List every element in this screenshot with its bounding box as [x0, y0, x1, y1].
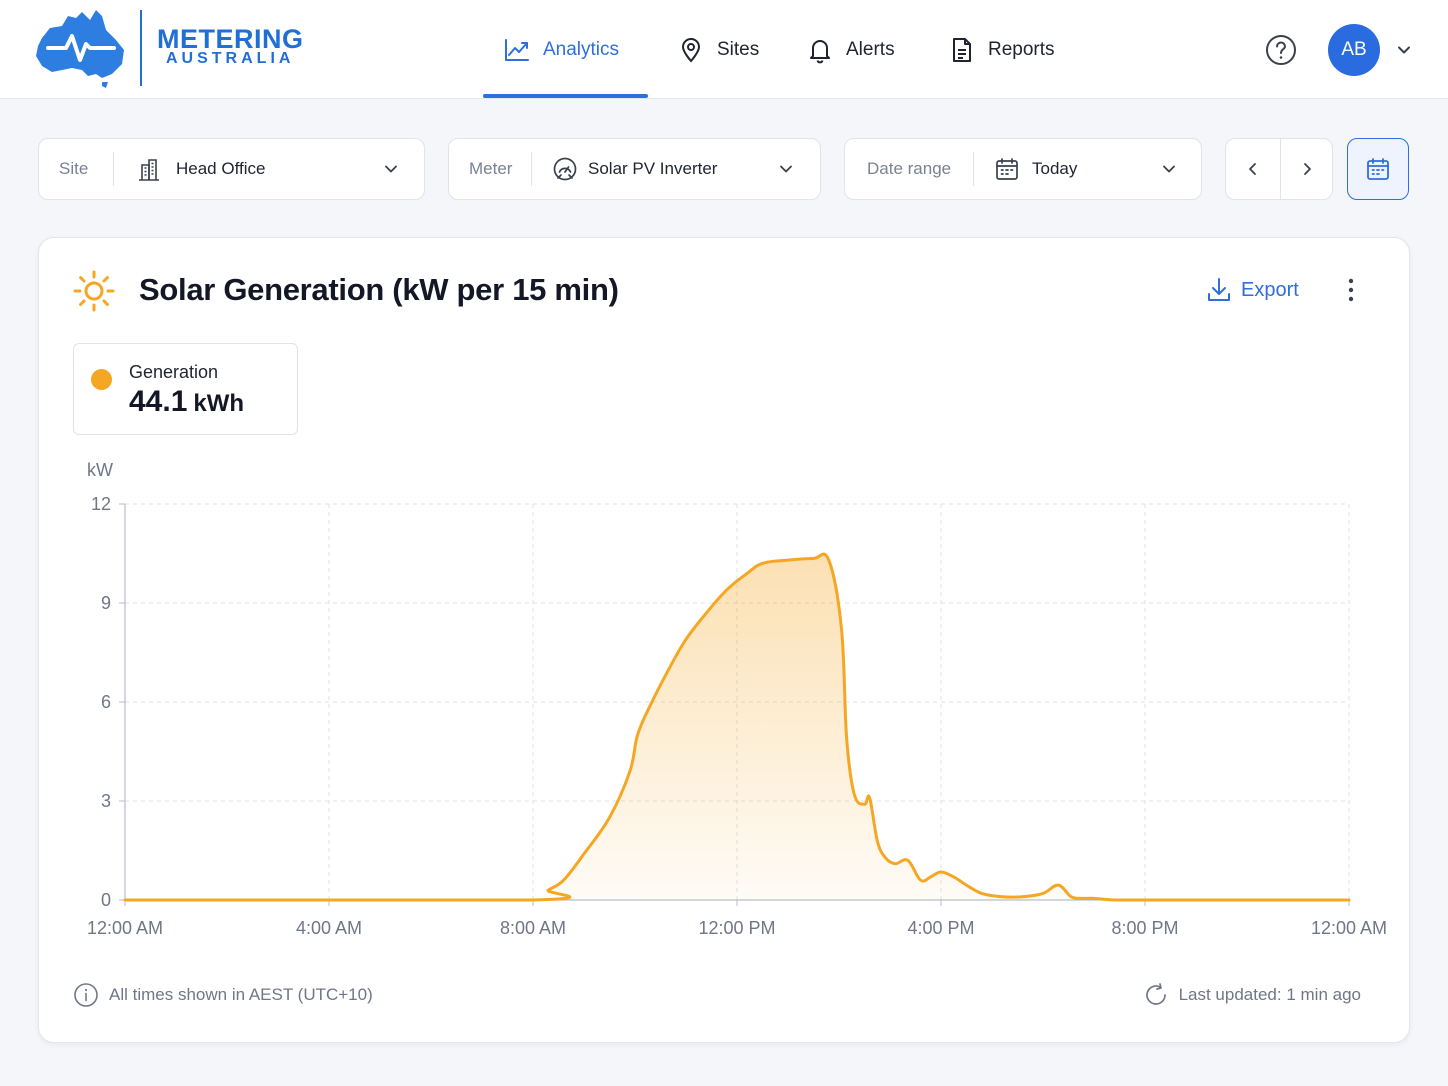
- x-tick-label: 8:00 AM: [500, 918, 566, 938]
- export-label: Export: [1241, 278, 1299, 301]
- nav-analytics-label: Analytics: [543, 38, 620, 60]
- filter-divider: [973, 152, 974, 186]
- meter-gauge-icon: [553, 157, 577, 181]
- y-tick-label: 6: [101, 692, 111, 712]
- building-icon: [139, 159, 159, 181]
- brand-subtitle: AUSTRALIA: [166, 50, 295, 67]
- legend-total-value: 44.1: [129, 385, 188, 418]
- pager-divider: [1280, 139, 1281, 199]
- timezone-note-text: All times shown in AEST (UTC+10): [109, 985, 373, 1004]
- date-range-select[interactable]: Date range Today: [844, 138, 1202, 200]
- site-select-value: Head Office: [176, 159, 266, 178]
- x-tick-label: 8:00 PM: [1111, 918, 1178, 938]
- chevron-down-icon: [780, 165, 792, 173]
- filter-divider: [531, 152, 532, 186]
- series-color-dot: [91, 369, 112, 390]
- logo-divider: [140, 10, 142, 86]
- nav-analytics[interactable]: Analytics: [503, 0, 619, 99]
- chevron-down-icon: [385, 165, 397, 173]
- nav-sites-label: Sites: [717, 38, 760, 60]
- nav-alerts[interactable]: Alerts: [806, 0, 895, 99]
- top-header: METERING AUSTRALIA Analytics Sites Alert…: [0, 0, 1448, 99]
- y-axis-label: kW: [87, 460, 113, 480]
- calendar-picker-button[interactable]: [1347, 138, 1409, 200]
- legend-total-unit: kWh: [193, 390, 245, 417]
- calendar-icon: [996, 158, 1018, 180]
- chevron-left-icon: [1249, 163, 1256, 175]
- active-tab-indicator: [483, 94, 648, 98]
- trend-chart-icon: [505, 38, 529, 61]
- legend-series-name: Generation: [129, 362, 219, 382]
- info-icon: [74, 983, 98, 1007]
- previous-day-button[interactable]: [1226, 139, 1280, 199]
- date-range-value: Today: [1032, 159, 1078, 178]
- site-select-label: Site: [59, 159, 89, 178]
- bell-icon: [810, 39, 830, 63]
- export-button[interactable]: Export: [1205, 276, 1299, 304]
- filter-divider: [113, 152, 114, 186]
- site-select[interactable]: Site Head Office: [38, 138, 425, 200]
- refresh-icon[interactable]: [1143, 982, 1169, 1008]
- generation-area-fill: [125, 553, 1349, 900]
- y-tick-label: 9: [101, 593, 111, 613]
- x-tick-label: 4:00 PM: [907, 918, 974, 938]
- x-tick-label: 12:00 AM: [87, 918, 163, 938]
- generation-legend: Generation 44.1 kWh: [73, 343, 298, 435]
- generation-area-chart[interactable]: 0 3 6 9 12 kW 12:00 AM 4:00 AM 8:00 AM 12:00 PM 4:…: [39, 238, 1411, 978]
- map-pin-icon: [681, 37, 701, 63]
- date-range-label: Date range: [867, 159, 952, 178]
- last-updated: Last updated: 1 min ago: [1143, 982, 1361, 1008]
- solar-generation-card: Solar Generation (kW per 15 min) Export …: [38, 237, 1410, 1043]
- australia-map-logo-icon[interactable]: [32, 6, 132, 90]
- calendar-icon: [1367, 158, 1389, 180]
- next-day-button[interactable]: [1280, 139, 1334, 199]
- nav-alerts-label: Alerts: [846, 38, 895, 60]
- meter-select-label: Meter: [469, 159, 513, 178]
- meter-select[interactable]: Meter Solar PV Inverter: [448, 138, 821, 200]
- legend-total: 44.1 kWh: [129, 385, 244, 419]
- x-tick-label: 12:00 PM: [698, 918, 775, 938]
- last-updated-text: Last updated: 1 min ago: [1178, 985, 1361, 1004]
- download-icon: [1208, 278, 1230, 301]
- x-tick-label: 12:00 AM: [1311, 918, 1387, 938]
- brand-name: METERING: [157, 24, 304, 54]
- x-tick-label: 4:00 AM: [296, 918, 362, 938]
- nav-sites[interactable]: Sites: [677, 0, 759, 99]
- more-options-icon[interactable]: [1339, 276, 1363, 304]
- sun-icon: [73, 270, 115, 312]
- help-icon[interactable]: [1265, 34, 1297, 66]
- chart-title: Solar Generation (kW per 15 min): [139, 272, 619, 307]
- chevron-down-icon[interactable]: [1394, 40, 1414, 60]
- date-pager: [1225, 138, 1333, 200]
- nav-reports[interactable]: Reports: [948, 0, 1055, 99]
- nav-reports-label: Reports: [988, 38, 1055, 60]
- y-tick-label: 0: [101, 890, 111, 910]
- timezone-note: All times shown in AEST (UTC+10): [73, 982, 373, 1008]
- generation-series-line: [123, 552, 1351, 902]
- chevron-down-icon: [1163, 165, 1175, 173]
- y-tick-label: 12: [91, 494, 111, 514]
- meter-select-value: Solar PV Inverter: [588, 159, 718, 178]
- y-tick-label: 3: [101, 791, 111, 811]
- document-icon: [953, 37, 971, 62]
- chevron-right-icon: [1304, 163, 1311, 175]
- user-avatar[interactable]: AB: [1328, 24, 1380, 76]
